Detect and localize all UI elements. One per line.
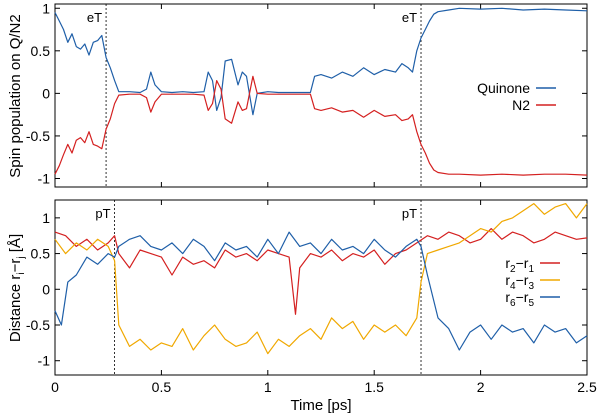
bot-ytick-label: 1 — [42, 210, 50, 226]
xtick-label: 1 — [264, 379, 272, 395]
top-ytick-label: -0.5 — [26, 128, 50, 144]
xtick-label: 2 — [477, 379, 485, 395]
top-event-markers: eT eT — [87, 4, 422, 187]
top-ytick-label: 1 — [42, 0, 50, 16]
top-event-label: eT — [87, 10, 102, 25]
distance-panel: 10.50-0.5-10 0.5 1 1.5 2 2.5 pT pT r2−r1r4−r3r… — [7, 199, 597, 413]
bot-ytick-label: -0.5 — [26, 317, 50, 333]
top-series-line-0 — [54, 7, 588, 116]
bottom-y-axis-label: Distance ri−rj [Å] — [7, 234, 27, 342]
bot-legend-label: r6−r5 — [505, 289, 534, 309]
bot-event-label: pT — [95, 206, 110, 221]
top-ytick-label: 0 — [42, 85, 50, 101]
bot-legend-label: r4−r3 — [505, 272, 534, 292]
xtick-label: 2.5 — [577, 379, 597, 395]
xtick-label: 1.5 — [364, 379, 384, 395]
bot-series-line-2 — [54, 231, 588, 351]
top-plot-frame — [54, 3, 588, 188]
bot-ytick-label: 0.5 — [31, 246, 51, 262]
x-axis-label: Time [ps] — [290, 397, 351, 413]
bot-series-line-1 — [54, 203, 588, 355]
top-event-label: eT — [402, 10, 417, 25]
top-y-axis-label: Spin population on Q/N2 — [7, 14, 24, 177]
top-legend-label: N2 — [512, 97, 530, 113]
top-ticks: 1 0.5 0 -0.5 -1 — [26, 0, 588, 187]
top-legend-label: Quinone — [477, 80, 530, 96]
top-ytick-label: -1 — [38, 170, 51, 186]
xtick-label: 0.5 — [152, 379, 172, 395]
bottom-plot-frame — [54, 199, 588, 376]
bottom-series-lines — [54, 203, 588, 355]
bot-event-label: pT — [402, 206, 417, 221]
bottom-ticks: 10.50-0.5-10 0.5 1 1.5 2 2.5 — [26, 200, 597, 395]
top-series-lines — [54, 7, 588, 176]
bot-legend-label: r2−r1 — [505, 255, 534, 275]
xtick-label: 0 — [51, 379, 59, 395]
top-ytick-label: 0.5 — [31, 43, 51, 59]
bot-series-line-0 — [54, 228, 588, 315]
bottom-event-markers: pT pT — [95, 200, 422, 375]
top-series-line-1 — [54, 75, 588, 176]
bot-ytick-label: -1 — [38, 353, 51, 369]
bot-ytick-label: 0 — [42, 281, 50, 297]
